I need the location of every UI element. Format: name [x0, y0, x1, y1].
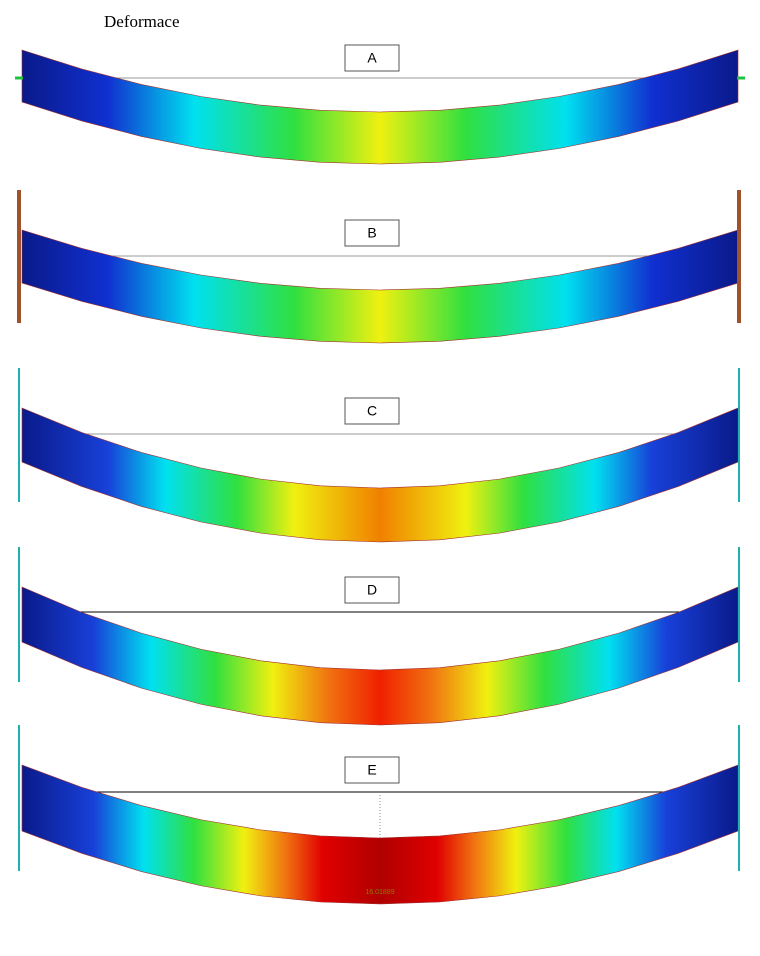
panel-label: A	[367, 50, 377, 66]
panel-label: C	[367, 403, 377, 419]
deformed-beam	[21, 407, 739, 543]
deformed-beam	[21, 586, 739, 726]
deformed-beam	[21, 49, 739, 165]
label-box	[344, 44, 400, 72]
panel-label: D	[367, 582, 377, 598]
label-box	[344, 219, 400, 247]
max-value: 16.01889	[365, 889, 394, 896]
deformed-beam	[21, 229, 739, 344]
panel-label: B	[367, 225, 376, 241]
figure-title: Deformace	[104, 12, 180, 31]
panel-label: E	[367, 762, 376, 778]
label-box	[344, 397, 400, 425]
label-box	[344, 576, 400, 604]
label-box	[344, 756, 400, 784]
